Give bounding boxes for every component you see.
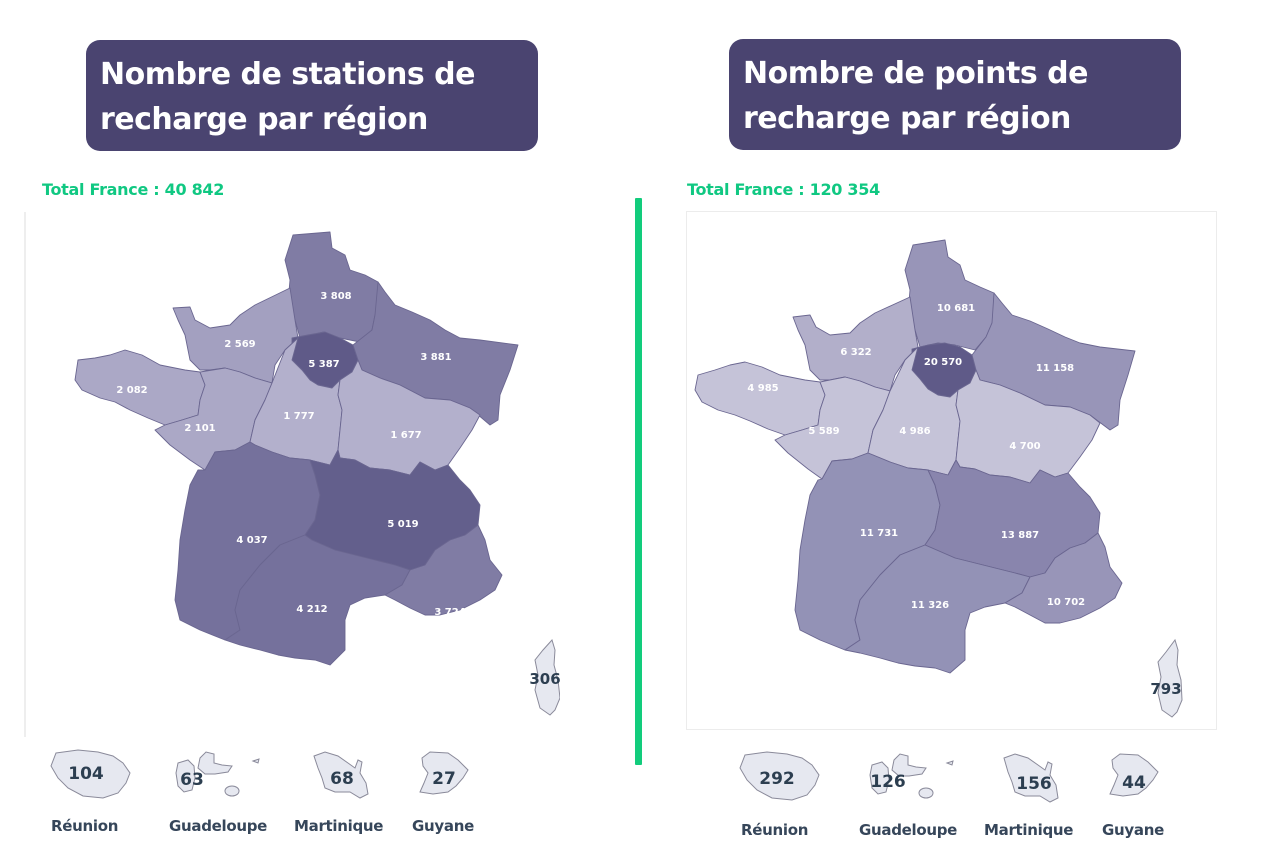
region-normandie[interactable] [792,296,919,392]
guyane-label-left: Guyane [412,817,474,835]
region-provence-alpes-cote-d-azur[interactable] [1004,532,1123,624]
label-centre-val-de-loire: 4 986 [899,426,930,437]
stations-total: Total France : 40 842 [42,180,225,199]
reunion-value-right: 292 [759,769,795,789]
label-hauts-de-france: 3 808 [320,291,351,302]
guyane-label-right: Guyane [1102,821,1164,839]
region-occitanie[interactable] [844,544,1031,674]
guadeloupe-label-left: Guadeloupe [169,817,268,835]
guyane-value-left: 27 [432,769,456,789]
martinique-label-left: Martinique [294,817,384,835]
label-auvergne-rhone-alpes: 5 019 [387,519,418,530]
stations-title-line2: recharge par région [100,102,428,137]
label-bretagne: 4 985 [747,383,778,394]
region-corse[interactable] [1157,638,1183,718]
points-france-map: 10 681 6 322 20 570 11 158 4 985 5 589 4… [694,239,1183,718]
label-grand-est: 11 158 [1036,363,1074,374]
label-bretagne: 2 082 [116,385,147,396]
martinique-value-right: 156 [1016,774,1052,794]
points-total: Total France : 120 354 [687,180,880,199]
region-hauts-de-france[interactable] [904,239,999,351]
points-title-line1: Nombre de points de [743,56,1089,91]
label-corse: 793 [1150,680,1181,698]
points-title: Nombre de points de recharge par région [729,39,1181,150]
label-centre-val-de-loire: 1 777 [283,411,314,422]
martinique-shape-left[interactable]: 68 [310,748,375,800]
label-pays-de-la-loire: 5 589 [808,426,839,437]
guadeloupe-value-right: 126 [870,772,906,792]
reunion-value-left: 104 [68,764,104,784]
panel-divider [635,198,642,765]
guadeloupe-shape-right[interactable]: 126 [864,750,959,802]
label-normandie: 2 569 [224,339,255,350]
label-auvergne-rhone-alpes: 13 887 [1001,530,1039,541]
region-grand-est[interactable] [352,281,519,426]
region-provence-alpes-cote-d-azur[interactable] [384,524,503,616]
label-nouvelle-aquitaine: 4 037 [236,535,267,546]
label-provence-alpes-cote-d-azur: 3 724 [434,607,465,618]
reunion-shape-left[interactable]: 104 [48,748,133,800]
guadeloupe-shape-left[interactable]: 63 [170,748,265,800]
label-pays-de-la-loire: 2 101 [184,423,215,434]
stations-title-line1: Nombre de stations de [100,57,475,92]
label-ile-de-france: 20 570 [924,357,962,368]
label-ile-de-france: 5 387 [308,359,339,370]
points-title-line2: recharge par région [743,101,1071,136]
label-bourgogne-franche-comte: 4 700 [1009,441,1040,452]
region-occitanie[interactable] [224,534,411,666]
stations-france-map: 3 808 2 569 5 387 3 881 2 082 2 101 1 77… [74,231,560,716]
label-bourgogne-franche-comte: 1 677 [390,430,421,441]
stations-title: Nombre de stations de recharge par régio… [86,40,538,151]
stations-map-frame [24,212,26,737]
reunion-shape-right[interactable]: 292 [737,750,822,802]
martinique-value-left: 68 [330,769,354,789]
label-nouvelle-aquitaine: 11 731 [860,528,898,539]
label-corse: 306 [529,670,560,688]
reunion-label-right: Réunion [741,821,809,839]
label-occitanie: 11 326 [911,600,949,611]
region-normandie[interactable] [172,287,299,384]
label-hauts-de-france: 10 681 [937,303,975,314]
reunion-label-left: Réunion [51,817,119,835]
label-provence-alpes-cote-d-azur: 10 702 [1047,597,1085,608]
guyane-shape-right[interactable]: 44 [1108,750,1163,802]
region-bretagne[interactable] [694,361,826,436]
region-corse[interactable] [534,639,560,716]
region-hauts-de-france[interactable] [284,231,383,343]
guadeloupe-value-left: 63 [180,770,204,790]
guadeloupe-label-right: Guadeloupe [859,821,958,839]
guyane-shape-left[interactable]: 27 [418,748,473,800]
label-occitanie: 4 212 [296,604,327,615]
martinique-label-right: Martinique [984,821,1074,839]
region-grand-est[interactable] [971,292,1136,431]
guyane-value-right: 44 [1122,773,1146,793]
martinique-shape-right[interactable]: 156 [1000,750,1065,805]
points-map-frame [686,211,1217,730]
label-normandie: 6 322 [840,347,871,358]
label-grand-est: 3 881 [420,352,451,363]
